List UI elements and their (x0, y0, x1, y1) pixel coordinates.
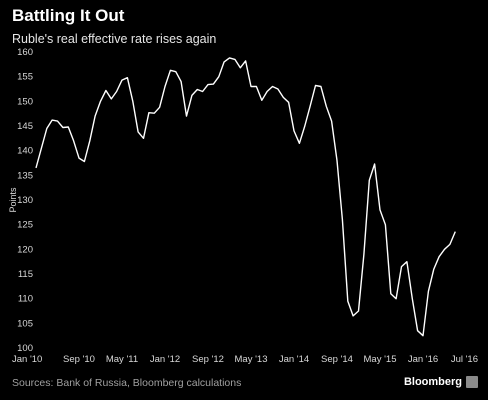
source-note: Sources: Bank of Russia, Bloomberg calcu… (12, 377, 242, 389)
x-tick-label: May '15 (364, 354, 397, 365)
x-tick-label: May '11 (106, 354, 138, 365)
y-tick-label: 130 (17, 195, 33, 206)
y-tick-label: 140 (17, 146, 33, 157)
y-tick-label: 125 (17, 220, 33, 231)
series-line (35, 57, 456, 337)
y-tick-label: 115 (18, 269, 33, 280)
y-axis-ticks: 100 105 110 115 120 125 130 135 140 145 150 155 160 (17, 47, 33, 354)
x-tick-label: Jan '12 (150, 354, 180, 365)
bloomberg-icon (466, 376, 478, 388)
brand-logo-text: Bloomberg (403, 376, 462, 388)
x-tick-label: Sep '10 (63, 354, 95, 365)
y-tick-label: 105 (17, 318, 33, 329)
x-tick-label: May '13 (235, 354, 268, 365)
y-axis-label: Points (8, 187, 18, 213)
chart-subtitle: Ruble's real effective rate rises again (12, 32, 217, 46)
y-tick-label: 120 (17, 244, 33, 255)
y-tick-label: 135 (17, 170, 33, 181)
y-tick-label: 145 (17, 121, 33, 132)
chart-title: Battling It Out (12, 6, 125, 25)
x-tick-label: Sep '14 (321, 354, 353, 365)
x-tick-label: Jan '10 (12, 354, 42, 365)
series-lines (35, 57, 456, 337)
y-tick-label: 155 (17, 72, 33, 83)
x-tick-label: Sep '12 (192, 354, 224, 365)
x-axis-ticks: Jan '10 Sep '10 May '11 Jan '12 Sep '12 May '… (12, 354, 478, 365)
y-tick-label: 150 (17, 96, 33, 107)
x-tick-label: Jan '14 (279, 354, 309, 365)
y-tick-label: 100 (17, 343, 33, 354)
x-tick-label: Jul '16 (451, 354, 478, 365)
y-tick-label: 110 (18, 294, 33, 305)
y-tick-label: 160 (17, 47, 33, 58)
x-tick-label: Jan '16 (408, 354, 438, 365)
